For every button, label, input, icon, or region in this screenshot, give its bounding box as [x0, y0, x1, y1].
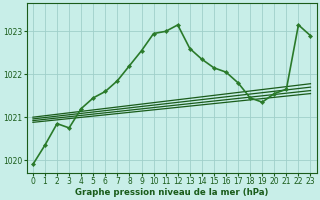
X-axis label: Graphe pression niveau de la mer (hPa): Graphe pression niveau de la mer (hPa): [75, 188, 268, 197]
